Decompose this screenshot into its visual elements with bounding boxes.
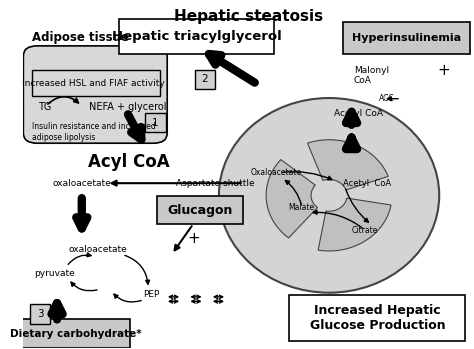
FancyBboxPatch shape: [157, 196, 243, 224]
Polygon shape: [266, 159, 318, 238]
Text: Acetyl  CoA: Acetyl CoA: [343, 179, 391, 188]
Text: Adipose tissue: Adipose tissue: [32, 31, 129, 44]
Text: Malonyl
CoA: Malonyl CoA: [354, 66, 389, 85]
Text: Glucagon: Glucagon: [167, 203, 232, 217]
FancyBboxPatch shape: [23, 46, 167, 143]
Text: Malate: Malate: [289, 203, 315, 212]
Text: 3: 3: [36, 309, 43, 319]
Text: Acyl CoA: Acyl CoA: [88, 153, 170, 171]
Text: TG: TG: [38, 102, 51, 112]
Text: oxaloacetate: oxaloacetate: [68, 245, 127, 254]
Text: Dietary carbohydrate*: Dietary carbohydrate*: [10, 328, 142, 339]
FancyBboxPatch shape: [30, 304, 50, 324]
Text: Increased HSL and FIAF activity: Increased HSL and FIAF activity: [22, 79, 164, 88]
Text: +: +: [438, 63, 450, 78]
Text: Oxaloacetate: Oxaloacetate: [250, 168, 301, 177]
Text: oxaloacetate: oxaloacetate: [53, 179, 111, 188]
Text: PEP: PEP: [143, 290, 160, 299]
Text: Hepatic triacylglycerol: Hepatic triacylglycerol: [111, 30, 281, 43]
FancyBboxPatch shape: [118, 19, 274, 54]
Text: ACC: ACC: [379, 94, 394, 103]
Text: NEFA + glycerol: NEFA + glycerol: [89, 102, 166, 112]
Ellipse shape: [219, 98, 439, 293]
Text: Aspartate shuttle: Aspartate shuttle: [176, 179, 255, 188]
Text: Citrate: Citrate: [352, 225, 378, 235]
Text: pyruvate: pyruvate: [35, 269, 75, 278]
Text: Hyperinsulinemia: Hyperinsulinemia: [352, 33, 461, 43]
FancyBboxPatch shape: [32, 70, 161, 96]
Text: +: +: [188, 231, 201, 246]
Text: 2: 2: [201, 74, 208, 84]
Text: Acetyl CoA: Acetyl CoA: [334, 109, 383, 118]
Text: Insulin resistance and increased
adipose lipolysis: Insulin resistance and increased adipose…: [32, 122, 156, 142]
Text: Hepatic steatosis: Hepatic steatosis: [173, 9, 323, 24]
FancyBboxPatch shape: [344, 22, 470, 54]
FancyBboxPatch shape: [145, 113, 166, 132]
FancyBboxPatch shape: [22, 319, 130, 348]
Text: 1: 1: [152, 118, 159, 128]
Polygon shape: [308, 140, 388, 190]
FancyBboxPatch shape: [290, 295, 465, 341]
Polygon shape: [318, 198, 391, 251]
Text: Increased Hepatic
Glucose Production: Increased Hepatic Glucose Production: [310, 304, 445, 332]
FancyBboxPatch shape: [195, 69, 215, 89]
